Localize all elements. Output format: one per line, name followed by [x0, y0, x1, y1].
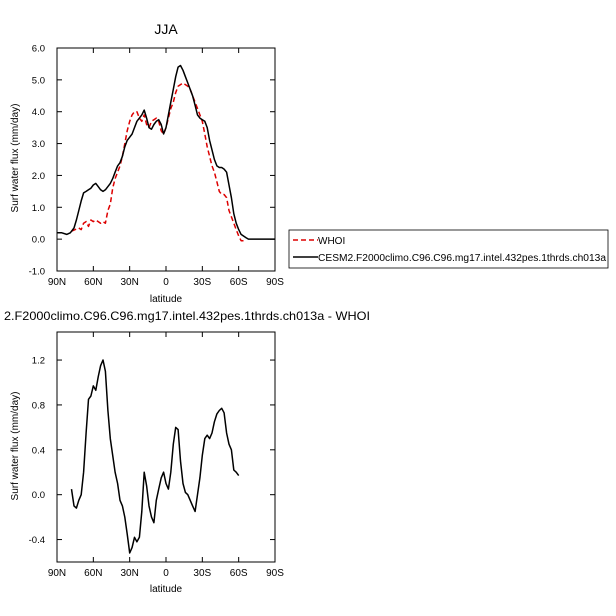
bottom-y-axis-label: Surf water flux (mm/day) — [10, 392, 21, 501]
bottom-x-tick-label: 60S — [230, 568, 248, 579]
bottom-title: 2.F2000climo.C96.C96.mg17.intel.432pes.1… — [4, 309, 370, 323]
bottom-x-tick-label: 30S — [193, 568, 211, 579]
top-x-tick-label: 30S — [193, 277, 211, 288]
bottom-x-tick-label: 30N — [120, 568, 138, 579]
top-y-axis-label: Surf water flux (mm/day) — [10, 104, 21, 213]
bottom-x-tick-label: 90N — [48, 568, 66, 579]
bottom-y-tick-label: 0.0 — [32, 490, 45, 501]
top-x-tick-label: 0 — [163, 277, 169, 288]
top-y-tick-label: 4.0 — [32, 107, 45, 118]
top-x-tick-label: 30N — [120, 277, 138, 288]
bottom-y-tick-label: 0.4 — [32, 445, 45, 456]
bottom-x-axis-label: latitude — [150, 584, 183, 595]
bottom-y-tick-label: -0.4 — [29, 535, 45, 546]
bottom-x-tick-label: 90S — [266, 568, 284, 579]
top-y-tick-label: 0.0 — [32, 235, 45, 246]
top-y-tick-label: 2.0 — [32, 171, 45, 182]
top-series-line-1 — [57, 64, 275, 240]
bottom-data-lines — [70, 359, 240, 554]
top-axis-ticks: 90N 60N 30N 0 30S 60S 90S -1.0 0.0 1.0 2.0 3.0 4.0 5.… — [29, 44, 285, 289]
legend-label-whoi: WHOI — [318, 236, 345, 247]
top-title: JJA — [154, 21, 178, 37]
top-y-tick-label: 6.0 — [32, 44, 45, 55]
top-x-axis-label: latitude — [150, 294, 183, 305]
bottom-y-tick-label: 0.8 — [32, 400, 45, 411]
bottom-axis-ticks: 90N 60N 30N 0 30S 60S 90S -0.4 0.0 0.4 0.8 1.2 — [29, 332, 284, 579]
bottom-x-tick-label: 60N — [84, 568, 102, 579]
top-x-tick-label: 90N — [48, 277, 66, 288]
top-y-tick-label: 5.0 — [32, 75, 45, 86]
bottom-panel: 2.F2000climo.C96.C96.mg17.intel.432pes.1… — [4, 309, 370, 595]
top-plot-frame — [56, 47, 276, 272]
legend-frame — [288, 229, 609, 269]
top-x-tick-label: 90S — [266, 277, 284, 288]
bottom-x-tick-label: 0 — [163, 568, 169, 579]
top-x-tick-label: 60S — [230, 277, 248, 288]
bottom-plot-frame — [56, 331, 276, 563]
top-series-line-0 — [71, 82, 244, 242]
top-panel: JJA Surf water flux (mm/day) latitude 90… — [10, 21, 284, 305]
bottom-y-tick-label: 1.2 — [32, 356, 45, 367]
top-y-tick-label: 1.0 — [32, 203, 45, 214]
top-x-tick-label: 60N — [84, 277, 102, 288]
top-y-tick-label: -1.0 — [29, 267, 45, 278]
top-y-tick-label: 3.0 — [32, 139, 45, 150]
legend-label-cesm2: CESM2.F2000climo.C96.C96.mg17.intel.432p… — [318, 253, 606, 264]
bottom-series-line-0 — [70, 359, 240, 554]
top-data-lines — [57, 64, 275, 242]
legend: WHOI CESM2.F2000climo.C96.C96.mg17.intel… — [288, 229, 609, 269]
